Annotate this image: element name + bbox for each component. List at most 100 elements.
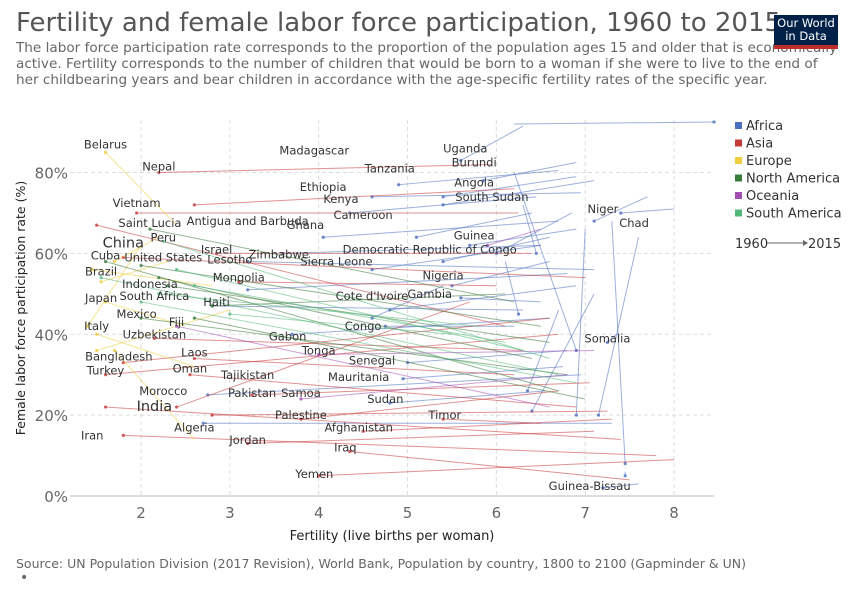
trajectory-africa[interactable]: [607, 333, 617, 343]
country-label[interactable]: Somalia: [584, 331, 630, 345]
country-label[interactable]: Sudan: [367, 392, 403, 406]
trajectory-asia[interactable]: [105, 406, 621, 440]
trajectory-europe[interactable]: [100, 261, 168, 283]
country-label[interactable]: Cote d'Ivoire: [336, 289, 409, 303]
country-label[interactable]: Iraq: [334, 441, 356, 455]
country-label[interactable]: Oman: [173, 362, 208, 376]
country-label[interactable]: Laos: [181, 346, 207, 360]
trajectory-oceania[interactable]: [176, 325, 550, 408]
legend-entry[interactable]: Asia: [746, 137, 773, 152]
country-label[interactable]: Gambia: [407, 287, 452, 301]
trajectory-africa[interactable]: [416, 212, 533, 238]
trajectory-south-america[interactable]: [158, 293, 479, 327]
legend-entry[interactable]: South America: [746, 207, 842, 222]
trajectory-asia[interactable]: [349, 451, 630, 481]
trajectory-europe[interactable]: [114, 236, 160, 262]
trajectory-asia[interactable]: [189, 374, 577, 408]
country-label[interactable]: Democratic Republic of Congo: [343, 242, 517, 256]
trajectory-africa[interactable]: [531, 293, 595, 412]
trajectory-oceania[interactable]: [318, 349, 595, 355]
trajectory-south-america[interactable]: [194, 285, 506, 343]
country-label[interactable]: South Sudan: [455, 190, 528, 204]
country-label[interactable]: Gabon: [269, 329, 307, 343]
trajectory-africa[interactable]: [247, 261, 595, 271]
country-label[interactable]: China: [103, 235, 144, 251]
trajectory-north-america[interactable]: [194, 317, 586, 400]
trajectory-europe[interactable]: [96, 333, 195, 368]
country-label[interactable]: South Africa: [119, 289, 189, 303]
country-label[interactable]: Nigeria: [422, 269, 463, 283]
country-label[interactable]: Vietnam: [113, 196, 161, 210]
country-label[interactable]: Cuba: [91, 248, 121, 262]
country-label[interactable]: Iran: [81, 428, 103, 442]
country-label[interactable]: Japan: [84, 291, 117, 305]
trajectory-asia[interactable]: [158, 163, 492, 174]
trajectory-europe[interactable]: [114, 350, 195, 440]
trajectory-asia[interactable]: [123, 256, 586, 279]
trajectory-asia[interactable]: [247, 430, 595, 444]
trajectory-africa[interactable]: [349, 196, 537, 214]
trajectory-asia[interactable]: [212, 410, 608, 416]
trajectory-africa[interactable]: [247, 273, 568, 291]
country-label[interactable]: Niger: [588, 202, 619, 216]
trajectory-europe[interactable]: [87, 245, 142, 327]
country-label[interactable]: Jordan: [228, 433, 266, 447]
trajectory-north-america[interactable]: [158, 277, 533, 360]
trajectory-africa[interactable]: [602, 483, 639, 489]
country-label[interactable]: Zimbabwe: [249, 247, 309, 261]
trajectory-asia[interactable]: [363, 418, 612, 432]
country-label[interactable]: Pakistan: [228, 386, 276, 400]
trajectory-south-america[interactable]: [176, 269, 524, 351]
country-label[interactable]: Algeria: [174, 420, 214, 434]
country-label[interactable]: Timor: [427, 408, 461, 422]
trajectory-south-america[interactable]: [100, 277, 559, 376]
country-label[interactable]: Turkey: [86, 364, 125, 378]
legend-entry[interactable]: Europe: [746, 154, 792, 169]
trajectory-oceania[interactable]: [300, 374, 568, 400]
country-label[interactable]: Cameroon: [334, 208, 393, 222]
trajectory-south-america[interactable]: [229, 313, 453, 335]
trajectory-africa[interactable]: [482, 161, 577, 182]
country-label[interactable]: Burundi: [452, 155, 497, 169]
trajectory-africa[interactable]: [460, 125, 524, 161]
owid-logo[interactable]: Our World in Data: [774, 15, 838, 47]
trajectory-asia[interactable]: [443, 418, 541, 424]
trajectory-africa[interactable]: [398, 170, 559, 186]
trajectory-africa[interactable]: [460, 297, 541, 303]
country-label[interactable]: Mauritania: [328, 370, 389, 384]
trajectory-africa[interactable]: [442, 236, 550, 262]
country-label[interactable]: Congo: [345, 319, 382, 333]
trajectory-africa[interactable]: [620, 208, 675, 214]
country-label[interactable]: Uganda: [443, 141, 487, 155]
country-label[interactable]: Fiji: [169, 315, 184, 329]
country-label[interactable]: Kenya: [323, 192, 358, 206]
trajectory-asia[interactable]: [194, 358, 515, 376]
trajectory-africa[interactable]: [389, 390, 546, 404]
trajectory-africa[interactable]: [593, 196, 648, 222]
trajectory-africa[interactable]: [575, 229, 586, 416]
country-label[interactable]: Peru: [150, 230, 176, 244]
trajectory-africa[interactable]: [598, 237, 639, 416]
trajectory-africa[interactable]: [323, 220, 559, 238]
trajectory-africa[interactable]: [504, 261, 520, 315]
trajectory-asia[interactable]: [252, 382, 590, 396]
trajectory-africa[interactable]: [407, 349, 568, 364]
trajectory-africa[interactable]: [442, 180, 595, 206]
trajectory-europe[interactable]: [105, 151, 177, 226]
country-label[interactable]: Tonga: [301, 343, 336, 357]
country-label[interactable]: United States: [124, 251, 202, 265]
trajectory-north-america[interactable]: [140, 265, 541, 327]
country-label[interactable]: Uzbekistan: [123, 327, 187, 341]
trajectory-africa[interactable]: [283, 244, 541, 254]
country-label[interactable]: Indonesia: [122, 277, 178, 291]
trajectory-asia[interactable]: [300, 390, 559, 420]
trajectory-asia[interactable]: [194, 188, 515, 206]
legend-entry[interactable]: Oceania: [746, 189, 799, 204]
trajectory-africa[interactable]: [514, 121, 715, 125]
legend-entry[interactable]: North America: [746, 172, 840, 187]
trajectory-south-america[interactable]: [140, 301, 577, 384]
country-label[interactable]: Senegal: [349, 354, 395, 368]
trajectory-oceania[interactable]: [487, 228, 541, 246]
trajectory-asia[interactable]: [123, 434, 657, 457]
country-label[interactable]: Nepal: [142, 160, 175, 174]
